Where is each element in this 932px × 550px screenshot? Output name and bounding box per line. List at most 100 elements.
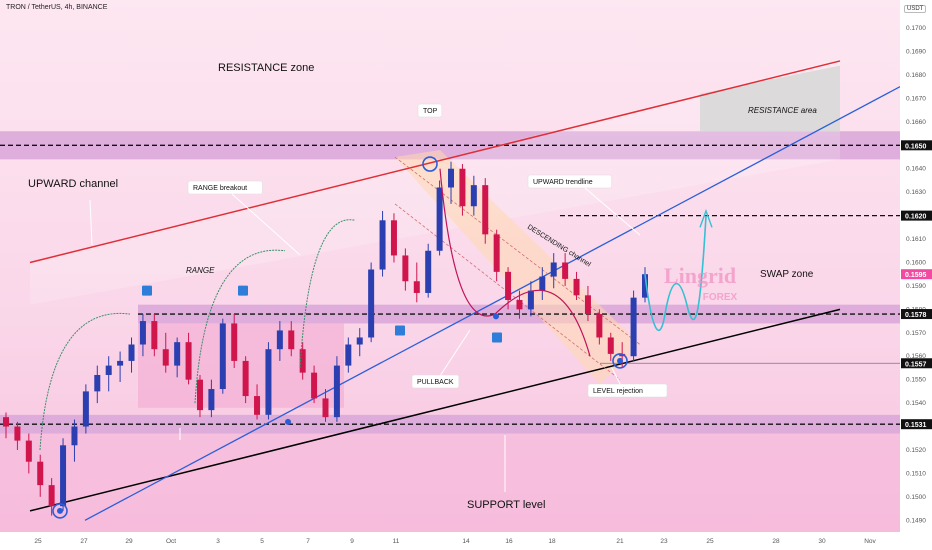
- candle-body: [117, 360, 124, 366]
- signal-marker-3: [492, 332, 502, 343]
- price-tag-label: 0.1578: [905, 312, 927, 319]
- pullback-label: PULLBACK: [417, 379, 454, 386]
- candle-body: [94, 374, 101, 392]
- y-tick-label: 0.1560: [906, 353, 926, 360]
- signal-marker-0: [142, 285, 152, 296]
- x-tick-label: 25: [34, 538, 42, 545]
- range-breakout-label: RANGE breakout: [193, 185, 247, 192]
- red-curve-2: [494, 289, 591, 357]
- callout-line-2: [584, 187, 641, 236]
- candle-body: [470, 185, 477, 207]
- y-tick-label: 0.1500: [906, 494, 926, 501]
- touch-dot-1: [493, 313, 499, 320]
- y-tick-label: 0.1490: [906, 517, 926, 524]
- x-tick-label: Oct: [166, 538, 176, 545]
- candle-body: [3, 417, 9, 427]
- price-tag-bg: [901, 269, 932, 280]
- candle-body: [185, 342, 192, 380]
- price-tag-label: 0.1595: [905, 272, 927, 279]
- candle-body: [413, 281, 420, 293]
- touch-dot-0: [285, 418, 291, 425]
- candle-body: [562, 262, 569, 279]
- candle-body: [265, 349, 272, 415]
- candle-body: [539, 276, 546, 291]
- candle-body: [219, 323, 226, 390]
- candle-body: [196, 379, 203, 411]
- candle-body: [14, 426, 21, 441]
- channel-upper-line: [29, 60, 841, 264]
- callout-line-1: [231, 193, 301, 256]
- y-tick-label: 0.1510: [906, 470, 926, 477]
- green-arrow-2: [194, 249, 286, 404]
- highlight-circle-1: [422, 156, 438, 172]
- y-tick-label: 0.1610: [906, 236, 926, 243]
- candle-body: [345, 344, 352, 366]
- x-tick-label: 3: [216, 538, 220, 545]
- top-label-box: [417, 103, 443, 118]
- x-tick-label: Nov: [864, 538, 876, 545]
- candle-body: [311, 372, 318, 399]
- x-tick-label: 28: [772, 538, 780, 545]
- projection-path: [644, 215, 707, 332]
- candle-body: [82, 391, 89, 427]
- signal-marker-1: [238, 285, 248, 296]
- upward-channel-label: UPWARD channel: [28, 178, 118, 190]
- upward-trendline: [84, 86, 901, 521]
- support-level-label: SUPPORT level: [467, 499, 545, 511]
- x-tick-label: 7: [306, 538, 310, 545]
- y-tick-label: 0.1540: [906, 400, 926, 407]
- candle-body: [459, 168, 466, 207]
- support-area: [0, 433, 900, 532]
- candle-body: [607, 337, 614, 354]
- pullback-label-box: [411, 374, 460, 389]
- candle-body: [448, 168, 455, 188]
- y-tick-label: 0.1600: [906, 259, 926, 266]
- candle-body: [425, 250, 432, 293]
- y-tick-label: 0.1550: [906, 377, 926, 384]
- y-tick-label: 0.1670: [906, 95, 926, 102]
- x-tick-label: 9: [350, 538, 354, 545]
- candle-body: [151, 321, 158, 350]
- price-tag-bg: [901, 358, 932, 369]
- x-tick-label: 27: [80, 538, 88, 545]
- swap-zone-label: SWAP zone: [760, 269, 814, 280]
- candle-body: [390, 220, 397, 256]
- candle-body: [162, 349, 169, 366]
- candle-body: [105, 365, 112, 375]
- candle-body: [174, 342, 181, 366]
- candle-body: [436, 187, 443, 251]
- candle-body: [254, 396, 261, 415]
- candle-body: [128, 344, 135, 361]
- highlight-circle-2: [612, 353, 628, 369]
- candle-body: [368, 269, 375, 338]
- candle-body: [242, 360, 249, 397]
- upward-trendline-label: UPWARD trendline: [533, 179, 593, 186]
- candle-body: [379, 220, 386, 270]
- signal-marker-2: [395, 325, 405, 336]
- price-tag-label: 0.1620: [905, 214, 927, 221]
- y-tick-label: 0.1570: [906, 330, 926, 337]
- candle-body: [25, 440, 32, 462]
- touch-dot-3: [57, 507, 63, 514]
- x-tick-label: 25: [706, 538, 714, 545]
- price-tag-label: 0.1531: [905, 422, 927, 429]
- callout-line-4: [611, 367, 621, 385]
- candle-body: [573, 278, 580, 296]
- y-tick-label: 0.1700: [906, 25, 926, 32]
- x-tick-label: 14: [462, 538, 470, 545]
- candle-body: [71, 426, 78, 446]
- candle-body: [493, 234, 500, 272]
- candle-body: [516, 299, 523, 310]
- currency-badge[interactable]: USDT: [904, 5, 927, 13]
- candle-body: [139, 321, 146, 345]
- candle-body: [402, 255, 409, 282]
- level-rejection-label: LEVEL rejection: [593, 388, 643, 395]
- candle-body: [505, 271, 512, 300]
- y-tick-label: 0.1630: [906, 189, 926, 196]
- candle-body: [60, 445, 67, 507]
- resistance-area-label: RESISTANCE area: [748, 106, 817, 115]
- price-tag-bg: [901, 419, 932, 430]
- x-tick-label: 30: [818, 538, 826, 545]
